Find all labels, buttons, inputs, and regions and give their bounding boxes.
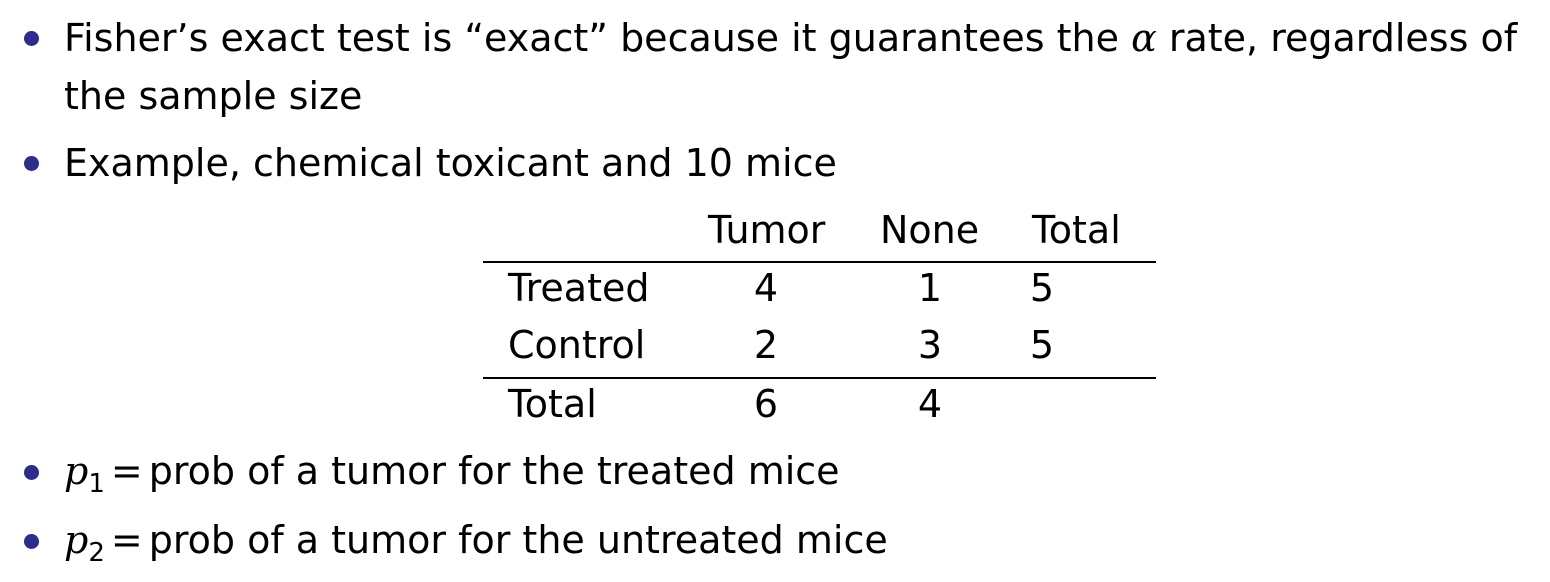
p2-definition: prob of a tumor for the untreated mice xyxy=(148,518,888,562)
equals-sign-1: = xyxy=(110,449,143,493)
bullet-1-text-b: rate, regardless of xyxy=(1156,16,1518,60)
table-row-label-control: Control xyxy=(508,323,646,367)
bullet-2-text: Example, chemical toxicant and 10 mice xyxy=(64,141,837,185)
table-header-none: None xyxy=(880,208,980,252)
bullet-4-text: p2 = prob of a tumor for the untreated mic… xyxy=(64,518,888,575)
p2-variable: p2 xyxy=(64,518,105,568)
bullet-3-text: p1 = prob of a tumor for the treated mice xyxy=(64,449,840,506)
table-row-label-treated: Treated xyxy=(508,266,650,310)
bullet-1-line-1: Fisher’s exact test is “exact” because i… xyxy=(64,16,1517,60)
equals-sign-2: = xyxy=(110,518,143,562)
bullet-1-text-a: Fisher’s exact test is “exact” because i… xyxy=(64,16,1132,60)
table-top-rule xyxy=(483,261,1156,263)
bullet-dot-3 xyxy=(24,465,39,480)
bullet-1-line-2: the sample size xyxy=(64,74,363,118)
p1-variable: p1 xyxy=(64,449,105,499)
table-header-tumor: Tumor xyxy=(708,208,826,252)
bullet-dot-4 xyxy=(24,534,39,549)
table-row-label-total: Total xyxy=(508,382,597,426)
bullet-dot-1 xyxy=(24,31,39,46)
table-header-total: Total xyxy=(1032,208,1121,252)
alpha-symbol: α xyxy=(1131,16,1157,60)
bullet-dot-2 xyxy=(24,156,39,171)
p1-definition: prob of a tumor for the treated mice xyxy=(148,449,840,493)
table-mid-rule xyxy=(483,377,1156,379)
